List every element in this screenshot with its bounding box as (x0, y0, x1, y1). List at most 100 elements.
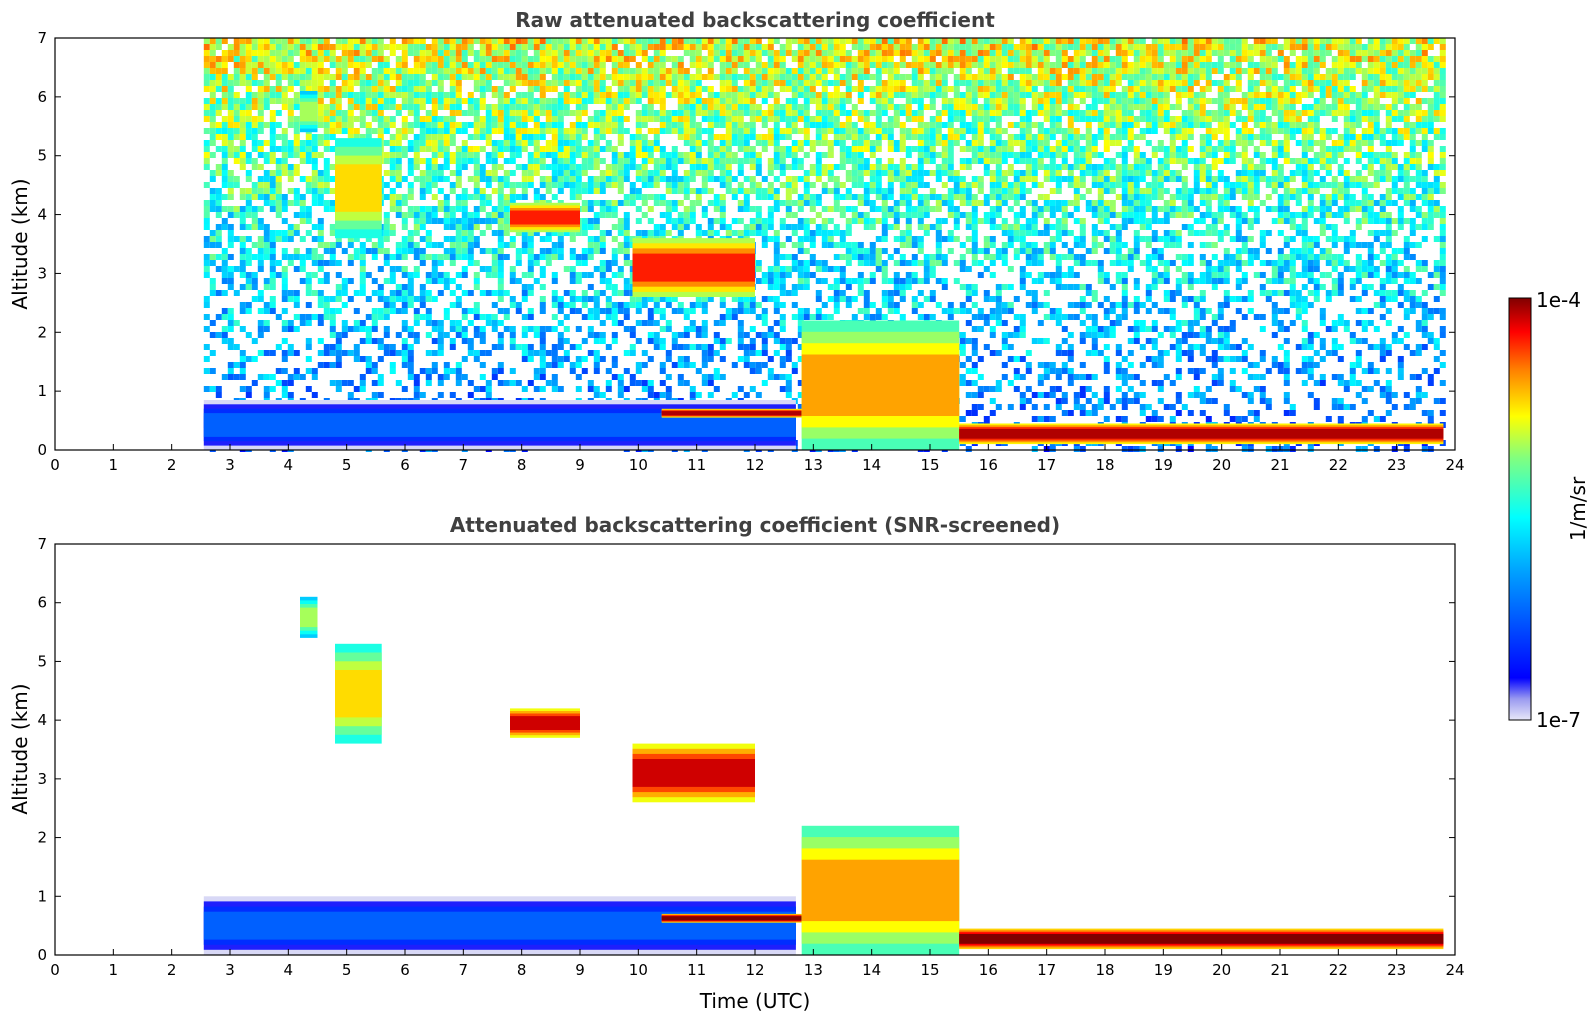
noise-cell (611, 290, 618, 296)
noise-cell (263, 350, 270, 356)
noise-cell (785, 350, 792, 356)
noise-cell (503, 74, 510, 80)
noise-cell (869, 248, 876, 254)
noise-cell (881, 278, 888, 284)
noise-cell (563, 182, 570, 188)
noise-cell (719, 320, 726, 326)
noise-cell (383, 212, 390, 218)
noise-cell (857, 278, 864, 284)
noise-cell (215, 332, 222, 338)
noise-cell (401, 224, 408, 230)
noise-cell (533, 260, 540, 266)
noise-cell (449, 290, 456, 296)
noise-cell (629, 80, 636, 86)
noise-cell (413, 176, 420, 182)
noise-cell (749, 368, 756, 374)
noise-cell (635, 44, 642, 50)
noise-cell (311, 392, 318, 398)
noise-cell (821, 314, 828, 320)
noise-cell (515, 44, 522, 50)
noise-cell (875, 122, 882, 128)
noise-cell (761, 308, 768, 314)
noise-cell (773, 350, 780, 356)
noise-cell (599, 50, 606, 56)
noise-cell (605, 260, 612, 266)
noise-cell (455, 74, 462, 80)
noise-cell (821, 164, 828, 170)
noise-cell (821, 56, 828, 62)
noise-cell (719, 62, 726, 68)
noise-cell (617, 68, 624, 74)
noise-cell (707, 170, 714, 176)
noise-cell (287, 110, 294, 116)
noise-cell (431, 326, 438, 332)
noise-cell (701, 302, 708, 308)
noise-cell (203, 110, 210, 116)
noise-cell (743, 56, 750, 62)
noise-cell (539, 368, 546, 374)
noise-cell (479, 134, 486, 140)
noise-cell (281, 218, 288, 224)
noise-cell (239, 386, 246, 392)
noise-cell (785, 176, 792, 182)
noise-cell (491, 68, 498, 74)
noise-cell (287, 122, 294, 128)
noise-cell (203, 44, 210, 50)
noise-cell (479, 122, 486, 128)
noise-cell (383, 62, 390, 68)
noise-cell (839, 254, 846, 260)
noise-cell (323, 128, 330, 134)
noise-cell (617, 158, 624, 164)
noise-cell (281, 38, 288, 44)
noise-cell (629, 326, 636, 332)
noise-cell (767, 356, 774, 362)
noise-cell (221, 62, 228, 68)
noise-cell (665, 128, 672, 134)
noise-cell (785, 272, 792, 278)
noise-cell (449, 368, 456, 374)
noise-cell (323, 206, 330, 212)
noise-cell (413, 224, 420, 230)
noise-cell (275, 260, 282, 266)
noise-cell (533, 140, 540, 146)
noise-cell (383, 140, 390, 146)
noise-cell (683, 116, 690, 122)
noise-cell (359, 266, 366, 272)
noise-cell (437, 380, 444, 386)
noise-cell (875, 44, 882, 50)
noise-cell (809, 314, 816, 320)
noise-cell (365, 368, 372, 374)
noise-cell (845, 38, 852, 44)
noise-cell (389, 200, 396, 206)
noise-cell (797, 86, 804, 92)
noise-cell (479, 230, 486, 236)
noise-cell (671, 182, 678, 188)
noise-cell (641, 320, 648, 326)
noise-cell (905, 224, 912, 230)
noise-cell (215, 242, 222, 248)
noise-cell (485, 218, 492, 224)
noise-cell (725, 170, 732, 176)
noise-cell (521, 140, 528, 146)
noise-cell (605, 140, 612, 146)
noise-cell (497, 116, 504, 122)
noise-cell (581, 230, 588, 236)
noise-cell (467, 152, 474, 158)
noise-cell (509, 266, 516, 272)
noise-cell (251, 56, 258, 62)
noise-cell (227, 182, 234, 188)
noise-cell (689, 326, 696, 332)
noise-cell (341, 332, 348, 338)
noise-cell (659, 344, 666, 350)
noise-cell (347, 236, 354, 242)
noise-cell (683, 176, 690, 182)
noise-cell (743, 80, 750, 86)
noise-cell (647, 338, 654, 344)
noise-cell (695, 38, 702, 44)
noise-cell (677, 98, 684, 104)
noise-cell (305, 56, 312, 62)
noise-cell (821, 74, 828, 80)
noise-cell (329, 308, 336, 314)
noise-cell (311, 236, 318, 242)
noise-cell (389, 266, 396, 272)
